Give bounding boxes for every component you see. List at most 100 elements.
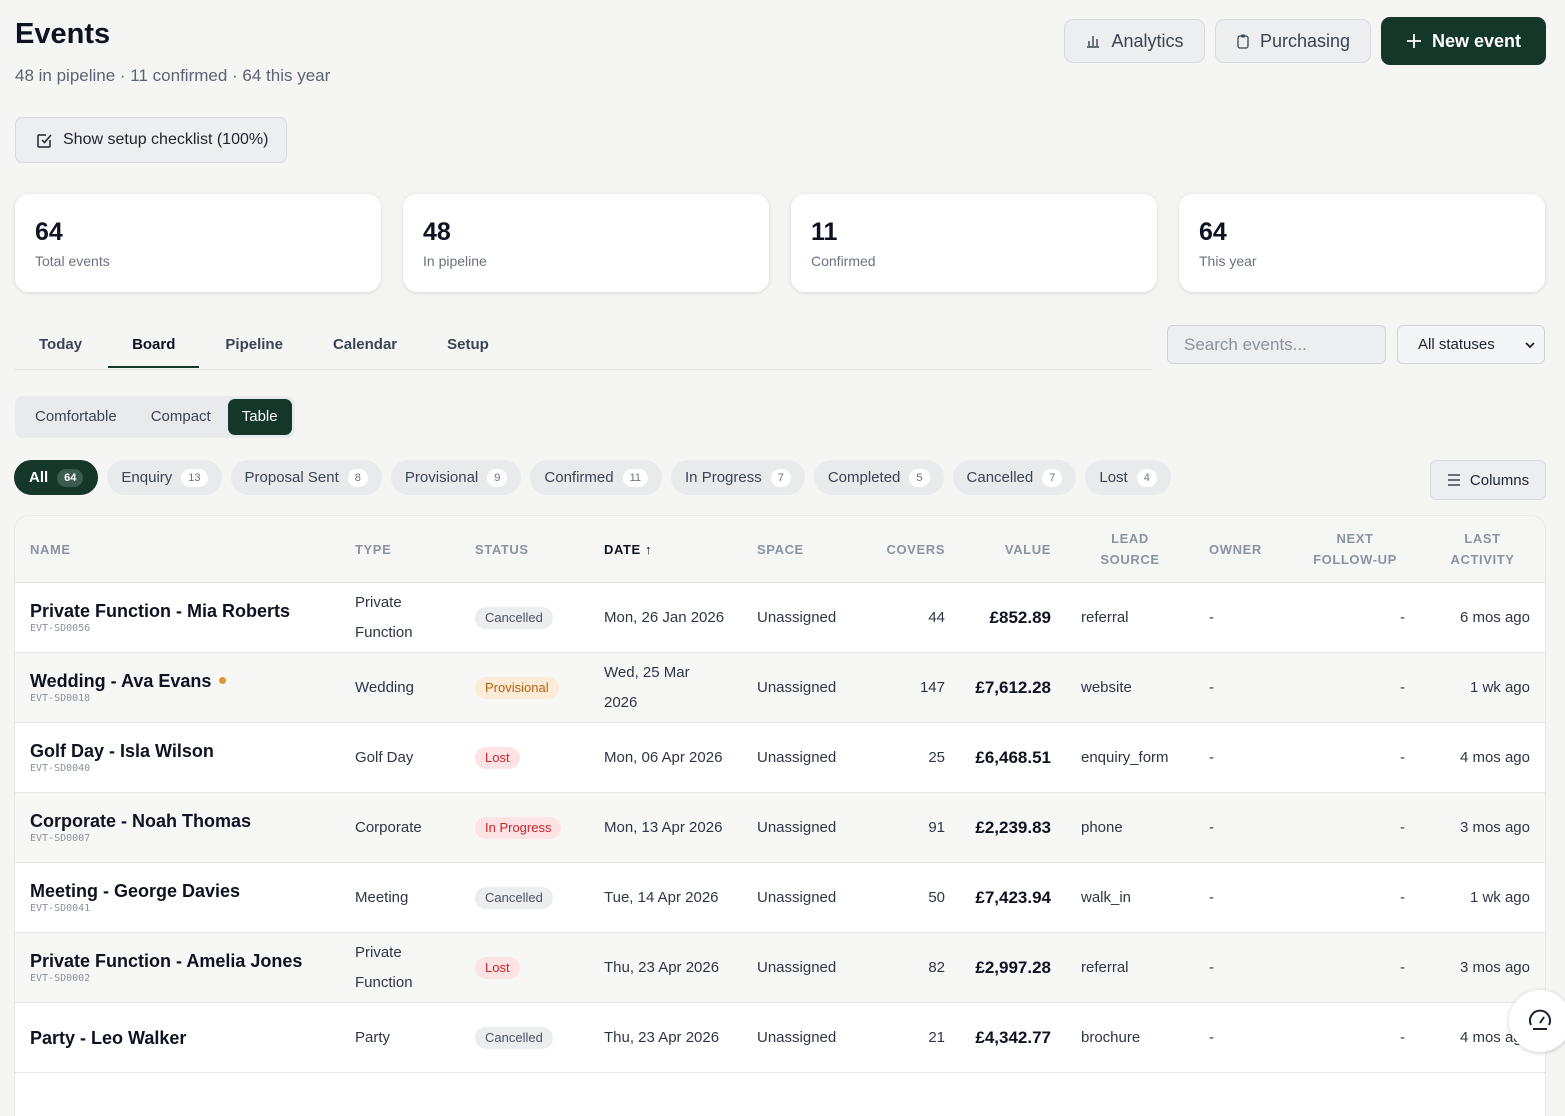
view-option[interactable]: Compact	[150, 408, 211, 425]
status-cell: Cancelled	[460, 582, 589, 653]
event-name: Private Function - Amelia Jones	[30, 950, 325, 972]
type-cell: Private Function	[340, 582, 460, 653]
view-option[interactable]: Comfortable	[35, 408, 117, 425]
filter-chip[interactable]: Confirmed 11	[530, 460, 663, 495]
follow-up-cell: -	[1290, 582, 1420, 653]
tab[interactable]: Today	[39, 336, 83, 353]
value-cell: £2,997.28	[960, 932, 1066, 1003]
date-cell: Thu, 23 Apr 2026	[589, 932, 742, 1003]
event-row[interactable]: Golf Day - Isla Wilson EVT-SD0040 Golf Day…	[15, 722, 1545, 793]
stat-label: This year	[1199, 253, 1257, 269]
events-table: NAME TYPE STATUS DATE ↑ SPACE COVERS VALUE LEAD…	[15, 516, 1545, 1116]
filter-chip[interactable]: Proposal Sent 8	[230, 460, 382, 495]
tab-bar: Today Board Pipeline Calendar Setup	[15, 322, 1152, 370]
stat-label: Total events	[35, 253, 110, 269]
button-label: Columns	[1469, 471, 1530, 489]
stat-value: 48	[423, 218, 451, 246]
column-header[interactable]: DATE ↑	[589, 516, 742, 583]
value-cell: £852.89	[960, 582, 1066, 653]
stat-value: 64	[1199, 218, 1227, 246]
filter-label: Provisional	[404, 469, 479, 486]
filter-chip[interactable]: Provisional 9	[390, 460, 522, 495]
event-name: Meeting - George Davies	[30, 880, 325, 902]
owner-cell: -	[1194, 582, 1290, 653]
purchasing-button[interactable]: Purchasing	[1215, 19, 1371, 63]
covers-cell: 25	[860, 722, 960, 793]
status-badge: Cancelled	[475, 1026, 553, 1049]
flag-dot	[219, 676, 227, 684]
follow-up-cell: -	[1290, 862, 1420, 933]
tab[interactable]: Calendar	[332, 336, 398, 353]
tab[interactable]: Board	[108, 322, 200, 368]
button-label: Purchasing	[1259, 30, 1351, 51]
event-name-text: Wedding - Ava Evans	[30, 670, 212, 691]
stat-value: 11	[811, 218, 838, 246]
follow-up-cell: -	[1290, 792, 1420, 863]
event-row[interactable]: Corporate - Noah Thomas EVT-SD0007 Corpora…	[15, 792, 1545, 863]
view-option[interactable]: Table	[227, 399, 292, 435]
table: NAME TYPE STATUS DATE ↑ SPACE COVERS VALUE LEAD…	[15, 516, 1545, 1073]
last-activity-cell: 6 mos ago	[1420, 582, 1545, 653]
space-cell: Unassigned	[742, 652, 860, 723]
columns-button[interactable]: Columns	[1430, 460, 1546, 500]
event-name-text: Meeting - George Davies	[30, 880, 241, 901]
type-cell: Wedding	[340, 652, 460, 723]
lead-source-cell: brochure	[1066, 1002, 1194, 1073]
type-cell: Party	[340, 1002, 460, 1073]
status-cell: Provisional	[460, 652, 589, 723]
filter-chip[interactable]: Enquiry 13	[107, 460, 222, 495]
owner-cell: -	[1194, 1002, 1290, 1073]
value-cell: £7,612.28	[960, 652, 1066, 723]
filter-chip[interactable]: Cancelled 7	[952, 460, 1077, 495]
space-cell: Unassigned	[742, 932, 860, 1003]
event-row[interactable]: Private Function - Mia Roberts EVT-SD0056…	[15, 582, 1545, 653]
filter-label: Lost	[1099, 469, 1128, 486]
owner-cell: -	[1194, 792, 1290, 863]
value-cell: £2,239.83	[960, 792, 1066, 863]
date-cell: Mon, 26 Jan 2026	[589, 582, 742, 653]
space-cell: Unassigned	[742, 582, 860, 653]
follow-up-cell: -	[1290, 1002, 1420, 1073]
event-row[interactable]: Party - Leo Walker Party Cancelled Thu, 23 …	[15, 1002, 1545, 1073]
filter-count: 5	[909, 468, 930, 487]
stat-label: In pipeline	[423, 253, 487, 269]
space-cell: Unassigned	[742, 792, 860, 863]
filter-chip[interactable]: All 64	[14, 460, 99, 495]
filter-label: Proposal Sent	[244, 469, 339, 486]
status-badge: Provisional	[475, 676, 559, 699]
status-select[interactable]: All statuses	[1397, 325, 1545, 364]
new-event-button[interactable]: New event	[1381, 17, 1546, 65]
event-row[interactable]: Meeting - George Davies EVT-SD0041 Meeting…	[15, 862, 1545, 933]
filter-count: 8	[347, 468, 368, 487]
filter-chip[interactable]: Lost 4	[1085, 460, 1171, 495]
date-cell: Mon, 06 Apr 2026	[589, 722, 742, 793]
select-label: All statuses	[1418, 336, 1495, 353]
column-header: OWNER	[1194, 516, 1290, 583]
event-row[interactable]: Private Function - Amelia Jones EVT-SD000…	[15, 932, 1545, 1003]
space-cell: Unassigned	[742, 1002, 860, 1073]
filter-chip[interactable]: In Progress 7	[671, 460, 805, 495]
date-cell: Thu, 23 Apr 2026	[589, 1002, 742, 1073]
tab[interactable]: Setup	[447, 336, 489, 353]
event-name-text: Private Function - Mia Roberts	[30, 600, 291, 621]
owner-cell: -	[1194, 652, 1290, 723]
filter-label: Confirmed	[544, 469, 614, 486]
filter-chip[interactable]: Completed 5	[813, 460, 944, 495]
follow-up-cell: -	[1290, 722, 1420, 793]
column-header: VALUE	[960, 516, 1066, 583]
setup-checklist-button[interactable]: Show setup checklist (100%)	[15, 117, 287, 163]
search-input[interactable]: Search events...	[1167, 325, 1386, 364]
analytics-button[interactable]: Analytics	[1064, 19, 1205, 63]
filter-label: Enquiry	[121, 469, 173, 486]
help-button[interactable]	[1509, 990, 1565, 1052]
name-cell: Golf Day - Isla Wilson EVT-SD0040	[15, 722, 340, 793]
last-activity-cell: 3 mos ago	[1420, 792, 1545, 863]
lead-source-cell: enquiry_form	[1066, 722, 1194, 793]
stat-card: 48 In pipeline	[403, 194, 769, 292]
lead-source-cell: website	[1066, 652, 1194, 723]
covers-cell: 50	[860, 862, 960, 933]
event-row[interactable]: Wedding - Ava Evans EVT-SD0018 Wedding Prov…	[15, 652, 1545, 723]
tab[interactable]: Pipeline	[225, 336, 283, 353]
name-cell: Party - Leo Walker	[15, 1002, 340, 1073]
last-activity-cell: 4 mos ago	[1420, 722, 1545, 793]
